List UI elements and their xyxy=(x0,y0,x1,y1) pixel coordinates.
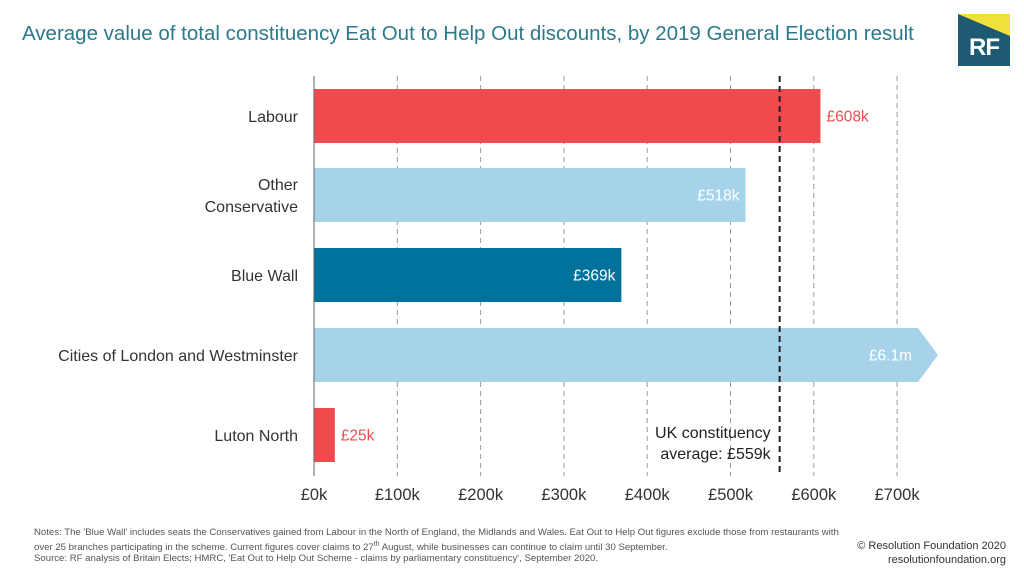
data-label-4: £25k xyxy=(341,428,375,445)
bar-4 xyxy=(314,408,335,462)
x-tick-label-0: £0k xyxy=(301,486,328,504)
chart-title: Average value of total constituency Eat … xyxy=(22,22,914,45)
logo-text: RF xyxy=(969,34,1000,61)
x-tick-label-3: £300k xyxy=(541,486,587,504)
category-label-0: Labour xyxy=(248,109,298,126)
x-tick-label-7: £700k xyxy=(875,486,921,504)
rf-logo: RF xyxy=(958,14,1010,66)
bar-0 xyxy=(314,89,821,143)
x-tick-label-4: £400k xyxy=(625,486,671,504)
data-label-0: £608k xyxy=(826,109,868,126)
data-label-3: £6.1m xyxy=(869,348,912,365)
notes-text-1: Notes: The 'Blue Wall' includes seats th… xyxy=(34,527,839,553)
notes-source: Source: RF analysis of Britain Elects; H… xyxy=(34,553,599,565)
category-label-4: Luton North xyxy=(214,428,298,445)
bar-2 xyxy=(314,248,622,302)
chart-notes: Notes: The 'Blue Wall' includes seats th… xyxy=(34,527,854,565)
data-label-1: £518k xyxy=(697,188,739,205)
reference-label-line-1: UK constituency xyxy=(655,425,771,442)
x-tick-label-2: £200k xyxy=(458,486,504,504)
category-label-2: Blue Wall xyxy=(231,268,298,285)
logo-triangle xyxy=(958,14,1010,36)
bar-3 xyxy=(314,328,938,382)
category-label-3: Cities of London and Westminster xyxy=(58,348,299,365)
notes-superscript: th xyxy=(373,540,380,548)
x-tick-label-6: £600k xyxy=(791,486,837,504)
reference-label-line-2: average: £559k xyxy=(660,446,771,463)
x-tick-label-1: £100k xyxy=(375,486,421,504)
website-line: resolutionfoundation.org xyxy=(887,553,1006,566)
data-label-2: £369k xyxy=(573,268,615,285)
notes-text-2: August, while businesses can continue to… xyxy=(379,541,668,553)
x-tick-label-5: £500k xyxy=(708,486,754,504)
category-label-1: Other Conservative xyxy=(205,177,299,216)
bar-1 xyxy=(314,168,746,222)
copyright-line: © Resolution Foundation 2020 xyxy=(857,540,1006,552)
copyright: © Resolution Foundation 2020 resolutionf… xyxy=(857,540,1006,567)
